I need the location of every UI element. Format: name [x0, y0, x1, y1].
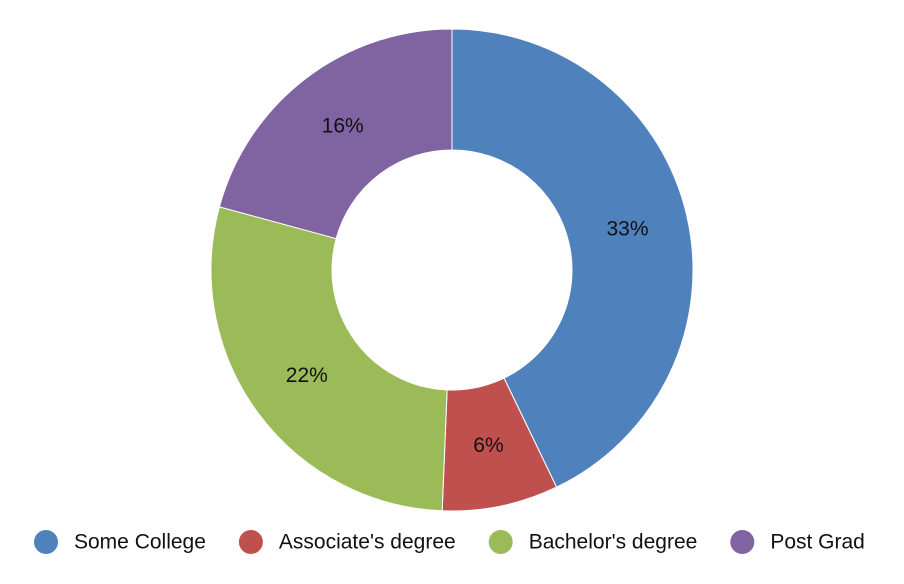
data-label: 6%: [473, 434, 503, 457]
legend-marker: [488, 530, 513, 554]
data-label: 16%: [322, 115, 364, 138]
legend-marker: [730, 530, 755, 554]
data-label: 22%: [286, 364, 328, 387]
legend-label: Post Grad: [770, 531, 865, 554]
data-label: 33%: [606, 217, 648, 240]
donut-slice: [218, 28, 453, 240]
legend-marker: [238, 530, 263, 554]
legend-label: Some College: [74, 531, 206, 554]
legend-label: Bachelor's degree: [529, 531, 698, 554]
legend-marker: [34, 530, 58, 554]
legend-label: Associate's degree: [279, 531, 456, 554]
donut-slice: [451, 28, 694, 488]
donut-slice: [210, 206, 448, 512]
